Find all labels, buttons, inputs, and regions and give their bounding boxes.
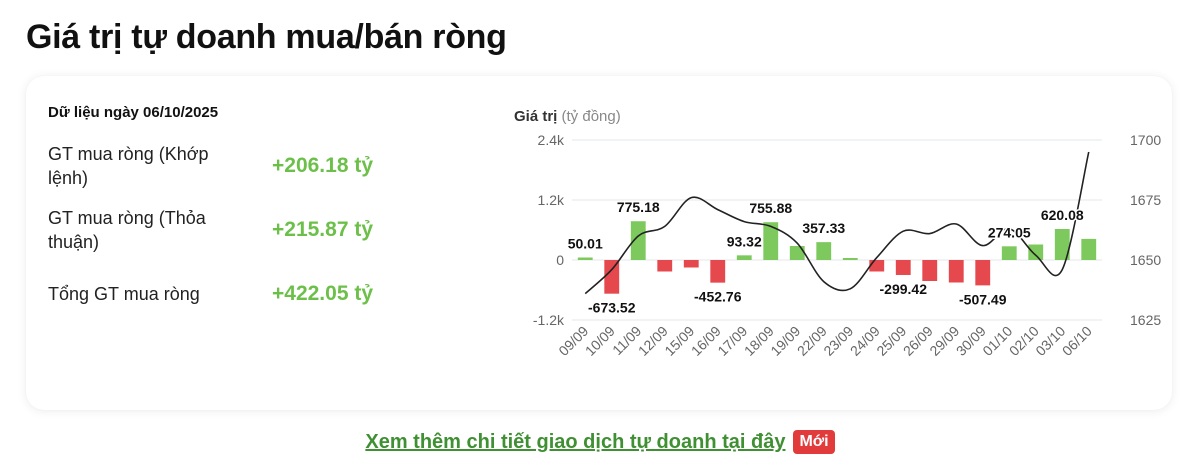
bar (869, 260, 885, 272)
x-tick-label: 12/09 (635, 323, 671, 359)
bar (683, 260, 699, 268)
bar-value-label: 775.18 (617, 199, 660, 215)
details-link[interactable]: Xem thêm chi tiết giao dịch tự doanh tại… (365, 431, 786, 453)
x-tick-label: 16/09 (688, 323, 724, 359)
x-tick-label: 02/10 (1006, 323, 1042, 359)
bar (1081, 238, 1097, 260)
bar-value-label: 93.32 (727, 233, 762, 249)
bar-value-label: 50.01 (568, 235, 603, 251)
y-axis-title: Giá trị (tỷ đồng) (514, 108, 621, 125)
x-tick-label: 17/09 (714, 323, 750, 359)
x-tick-label: 19/09 (767, 323, 803, 359)
y-tick-label: 1.2k (538, 192, 565, 208)
chart-svg: Giá trị (tỷ đồng) -1.2k 0 1.2k 2.4k 1625 1650 1… (514, 108, 1161, 359)
bar-value-label: 620.08 (1041, 207, 1084, 223)
bar (842, 258, 858, 260)
bar (895, 260, 911, 275)
bar-value-label: -507.49 (959, 291, 1007, 307)
x-tick-label: 23/09 (820, 323, 856, 359)
x-tick-label: 29/09 (926, 323, 962, 359)
bar-value-label: -299.42 (880, 281, 928, 297)
x-tick-label: 01/10 (979, 323, 1015, 359)
x-tick-label: 09/09 (555, 323, 591, 359)
page-title: Giá trị tự doanh mua/bán ròng (26, 18, 507, 56)
summary-value-total: +422.05 tỷ (272, 282, 374, 305)
new-badge: Mới (793, 430, 835, 454)
x-tick-label: 24/09 (847, 323, 883, 359)
summary-value-negotiated: +215.87 tỷ (272, 218, 374, 241)
y-axis-title-unit: (tỷ đồng) (562, 108, 621, 125)
bar-value-label: 357.33 (802, 220, 845, 236)
summary-value-matched: +206.18 tỷ (272, 154, 374, 177)
bar (630, 221, 646, 260)
bar-value-label: 274.05 (988, 224, 1031, 240)
cta-row: Xem thêm chi tiết giao dịch tự doanh tại… (0, 430, 1200, 454)
x-tick-label: 06/10 (1059, 323, 1095, 359)
y2-tick-label: 1700 (1130, 132, 1161, 148)
bar (975, 260, 991, 286)
y-tick-label: 2.4k (538, 132, 565, 148)
x-tick-label: 25/09 (873, 323, 909, 359)
summary-label-matched: GT mua ròng (Khớp lệnh) (48, 144, 209, 188)
index-line (584, 151, 1090, 295)
net-value-chart: Giá trị (tỷ đồng) -1.2k 0 1.2k 2.4k 1625 1650 1… (466, 96, 1166, 406)
bar (816, 242, 832, 260)
bar (1028, 244, 1044, 260)
x-tick-label: 10/09 (582, 323, 618, 359)
bar (948, 260, 964, 283)
bar (763, 222, 779, 260)
bar (657, 260, 673, 272)
y2-tick-label: 1650 (1130, 252, 1161, 268)
x-tick-label: 15/09 (661, 323, 697, 359)
summary-date-label: Dữ liệu ngày 06/10/2025 (48, 104, 219, 121)
bar-value-label: -673.52 (588, 300, 636, 316)
x-tick-label: 30/09 (953, 323, 989, 359)
summary-label-negotiated: GT mua ròng (Thỏa thuận) (48, 208, 206, 252)
x-tick-label: 03/10 (1032, 323, 1068, 359)
x-tick-label: 22/09 (794, 323, 830, 359)
bar (710, 260, 726, 283)
bar (604, 260, 620, 294)
y-axis-title-main: Giá trị (514, 108, 562, 125)
summary-label-total: Tổng GT mua ròng (48, 284, 200, 304)
bar-value-label: 755.88 (749, 200, 792, 216)
x-tick-label: 26/09 (900, 323, 936, 359)
bar (1001, 246, 1017, 260)
bar (736, 255, 752, 260)
bar (789, 246, 805, 260)
y-tick-label: 0 (556, 252, 564, 268)
y2-tick-label: 1625 (1130, 312, 1161, 328)
x-tick-label: 18/09 (741, 323, 777, 359)
bar (1054, 228, 1070, 260)
y2-tick-label: 1675 (1130, 192, 1161, 208)
bar (922, 260, 938, 281)
y-tick-label: -1.2k (533, 312, 565, 328)
bar-value-label: -452.76 (694, 289, 742, 305)
summary-card: Dữ liệu ngày 06/10/2025 GT mua ròng (Khớ… (26, 76, 1172, 410)
bar (577, 257, 593, 260)
